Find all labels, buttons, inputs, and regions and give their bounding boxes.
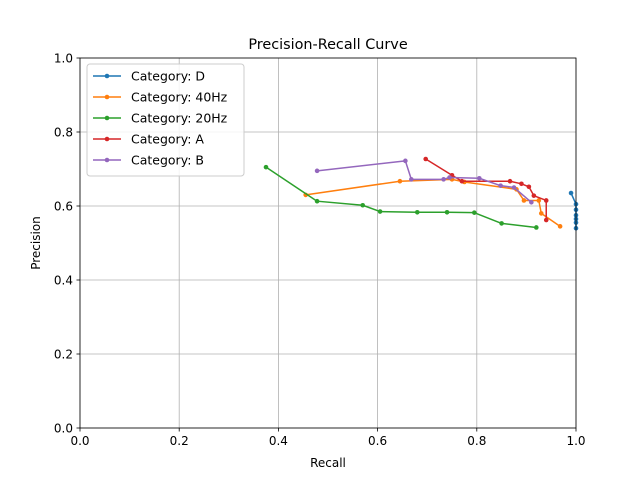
x-axis-label: Recall [310,456,346,470]
legend-entry: Category: A [93,132,204,147]
x-tick-label: 0.0 [70,434,89,448]
series-layer [263,156,579,231]
data-point [409,177,414,182]
data-point [314,198,320,204]
x-tick-label: 0.4 [269,434,288,448]
y-tick-label: 0.0 [54,421,73,435]
data-point [538,211,544,216]
y-tick-label: 0.6 [54,199,73,213]
y-axis-ticks: 0.0 0.2 0.4 0.6 0.8 1.0 [54,51,80,435]
data-point [459,178,465,184]
data-point [472,210,477,215]
plot-frame [79,57,577,429]
data-point [557,224,563,229]
data-point [543,217,549,223]
legend: Category: D Category: 40Hz Category: 20Hz C… [86,63,245,177]
x-tick-label: 1.0 [566,434,585,448]
data-point [377,209,383,214]
data-point [498,183,503,188]
legend-label: Category: 40Hz [131,90,228,105]
chart-title: Precision-Recall Curve [248,37,408,53]
legend-swatch-marker [104,115,110,121]
data-point [444,209,450,215]
x-tick-label: 0.8 [467,434,486,448]
y-tick-label: 1.0 [54,51,73,65]
legend-swatch-marker [104,157,110,163]
data-point [476,175,482,181]
legend-label: Category: 20Hz [131,111,228,126]
legend-swatch-marker [104,136,110,142]
y-tick-label: 0.4 [54,273,73,287]
data-point [423,156,429,162]
data-point [403,158,408,164]
data-point [441,177,446,182]
x-axis-ticks: 0.0 0.2 0.4 0.6 0.8 1.0 [70,428,586,448]
data-point [568,190,574,196]
data-point [397,178,403,184]
legend-box [86,63,245,177]
data-point [536,198,542,203]
data-point [543,198,549,203]
data-point [414,209,420,215]
legend-entry: Category: 20Hz [93,111,228,126]
legend-entry: Category: D [93,69,205,84]
data-point [511,185,517,190]
data-point [263,164,269,170]
series-4 [314,158,534,205]
x-tick-label: 0.6 [368,434,387,448]
x-tick-label: 0.2 [170,434,189,448]
data-point [519,181,524,187]
data-point [360,202,366,208]
legend-swatch-marker [104,73,110,79]
legend-label: Category: B [131,153,204,168]
data-point [526,184,532,190]
data-point [314,168,320,174]
data-point [521,198,527,203]
y-tick-label: 0.8 [54,125,73,139]
data-point [447,175,452,180]
legend-swatch-marker [104,94,110,100]
data-point [529,200,534,205]
series-2 [263,164,539,230]
legend-label: Category: D [131,69,205,84]
data-point [507,178,513,184]
legend-entry: Category: 40Hz [93,90,228,105]
data-point [499,221,504,226]
y-axis-label: Precision [29,216,43,270]
data-point [534,225,539,230]
data-point [531,193,537,198]
legend-label: Category: A [131,132,204,147]
y-tick-label: 0.2 [54,347,73,361]
legend-entry: Category: B [93,153,204,168]
